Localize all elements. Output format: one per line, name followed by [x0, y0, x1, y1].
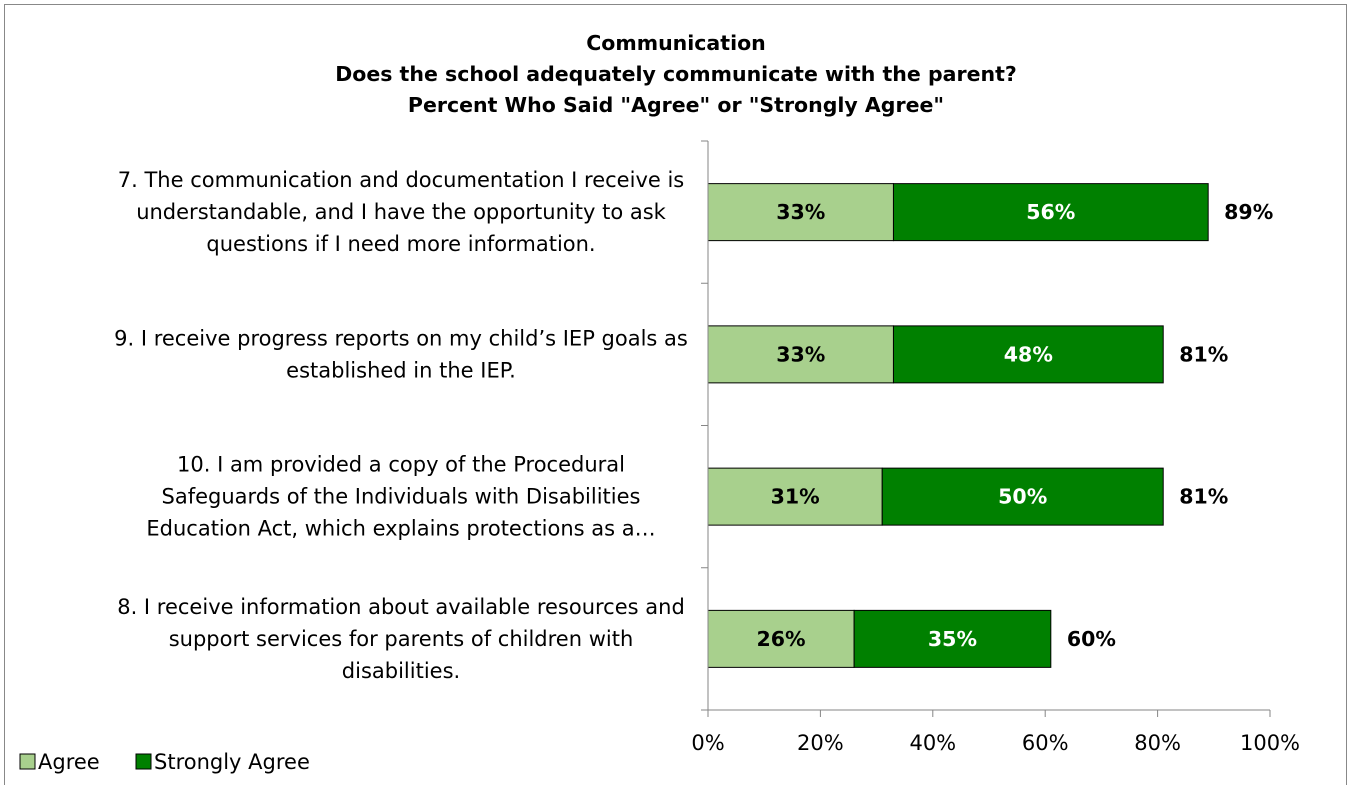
chart-border [4, 4, 1347, 785]
legend-label: Strongly Agree [154, 750, 310, 774]
bar-agree-2 [707, 325, 894, 384]
total-label-4: 60% [1067, 627, 1116, 651]
x-tick-label: 20% [797, 731, 844, 755]
legend-item-strongly-agree: Strongly Agree [135, 750, 310, 774]
chart-title-line-1: Communication [586, 31, 766, 55]
category-label-1: 7. The communication and documentation I… [118, 168, 685, 256]
category-label-line: support services for parents of children… [169, 627, 634, 651]
category-label-line: 10. I am provided a copy of the Procedur… [177, 453, 625, 477]
legend-label: Agree [38, 750, 100, 774]
category-label-2: 9. I receive progress reports on my chil… [114, 326, 688, 382]
category-label-line: 7. The communication and documentation I… [118, 168, 685, 192]
data-label-agree-2: 33% [776, 342, 825, 366]
data-label-agree-1: 33% [776, 200, 825, 224]
category-label-4: 8. I receive information about available… [117, 595, 685, 683]
legend: Agree Strongly Agree [19, 750, 310, 774]
legend-swatch [135, 753, 152, 770]
x-tick-label: 0% [691, 731, 724, 755]
category-label-line: disabilities. [342, 659, 460, 683]
category-label-line: questions if I need more information. [206, 232, 595, 256]
total-label-1: 89% [1224, 200, 1273, 224]
x-tick-label: 40% [909, 731, 956, 755]
category-label-3: 10. I am provided a copy of the Procedur… [146, 453, 655, 541]
category-label-line: Education Act, which explains protection… [146, 517, 655, 541]
category-labels: 7. The communication and documentation I… [114, 168, 688, 683]
legend-swatch [19, 753, 36, 770]
chart-title-line-2: Does the school adequately communicate w… [335, 62, 1017, 86]
bar-strongly-agree-1 [892, 183, 1209, 242]
legend-item-agree: Agree [19, 750, 100, 774]
data-label-strongly-agree-3: 50% [998, 485, 1047, 509]
bar-strongly-agree-2 [892, 325, 1164, 384]
bar-agree-1 [707, 183, 894, 242]
category-label-line: Safeguards of the Individuals with Disab… [162, 485, 641, 509]
bar-strongly-agree-4 [853, 609, 1052, 668]
x-tick-label: 100% [1240, 731, 1300, 755]
category-label-line: 8. I receive information about available… [117, 595, 685, 619]
x-tick-label: 60% [1022, 731, 1069, 755]
total-label-2: 81% [1179, 342, 1228, 366]
data-label-agree-4: 26% [757, 627, 806, 651]
bar-agree-3 [707, 467, 883, 526]
chart-title-line-3: Percent Who Said "Agree" or "Strongly Ag… [408, 93, 944, 117]
category-label-line: established in the IEP. [286, 358, 516, 382]
data-label-agree-3: 31% [771, 485, 820, 509]
x-tick-label: 80% [1134, 731, 1181, 755]
total-label-3: 81% [1179, 485, 1228, 509]
bar-series: 33% 56% 89% 33% 48% 81% 31% 50% 81% 26% 35% 60% [707, 183, 1273, 668]
data-label-strongly-agree-1: 56% [1026, 200, 1075, 224]
data-label-strongly-agree-4: 35% [928, 627, 977, 651]
bar-agree-4 [707, 609, 855, 668]
axes: 0% 20% 40% 60% 80% 100% [691, 140, 1300, 755]
data-label-strongly-agree-2: 48% [1004, 342, 1053, 366]
category-label-line: understandable, and I have the opportuni… [136, 200, 666, 224]
chart-title: Communication Does the school adequately … [335, 31, 1017, 117]
category-label-line: 9. I receive progress reports on my chil… [114, 326, 688, 350]
bar-strongly-agree-3 [881, 467, 1164, 526]
